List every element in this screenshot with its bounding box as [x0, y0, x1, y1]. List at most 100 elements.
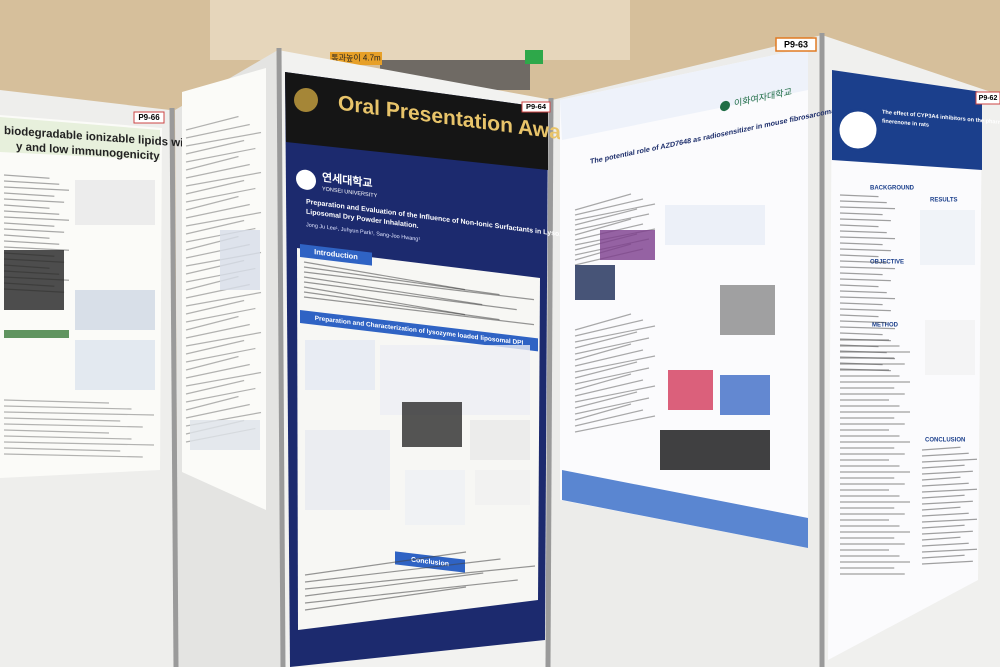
pole — [545, 97, 554, 667]
figure — [925, 320, 975, 375]
section-title: CONCLUSION — [925, 438, 965, 444]
text-line — [574, 415, 656, 433]
text-line — [921, 446, 961, 451]
text-line — [3, 405, 132, 410]
text-line — [185, 163, 250, 179]
text-line — [304, 558, 501, 583]
text-line — [185, 331, 262, 347]
text-line — [185, 195, 239, 211]
text-line — [3, 228, 65, 233]
text-line — [839, 284, 879, 288]
text-line — [921, 458, 978, 463]
text-line — [3, 216, 70, 221]
text-line — [921, 476, 961, 481]
text-line — [574, 331, 638, 349]
text-line — [3, 399, 110, 404]
text-line — [3, 411, 155, 416]
text-line — [185, 403, 250, 419]
text-line — [839, 248, 891, 252]
text-line — [921, 530, 973, 535]
text-line — [921, 518, 978, 523]
text-line — [574, 208, 638, 226]
text-line — [185, 115, 239, 131]
text-line — [921, 452, 969, 457]
text-line — [574, 361, 638, 379]
text-line — [185, 315, 239, 331]
figure — [305, 340, 375, 390]
text-line — [574, 397, 650, 415]
section-title: Conclusion — [411, 557, 449, 569]
text-line — [3, 435, 132, 440]
text-line — [3, 192, 55, 197]
text-line — [839, 332, 883, 336]
text-line — [3, 198, 65, 203]
text-line — [921, 542, 969, 547]
text-line — [921, 482, 969, 487]
text-line — [185, 171, 262, 187]
section-title: BACKGROUND — [870, 186, 915, 192]
figure — [475, 470, 530, 505]
text-line — [185, 387, 256, 403]
text-line — [839, 278, 891, 282]
figure — [575, 265, 615, 300]
poster-body — [574, 193, 775, 470]
figure — [600, 230, 655, 260]
text-line — [185, 371, 262, 387]
text-line — [921, 536, 961, 541]
text-line — [921, 494, 965, 499]
text-line — [304, 586, 467, 611]
text-line — [839, 194, 879, 198]
figure — [190, 420, 260, 450]
text-line — [3, 441, 155, 446]
text-line — [839, 236, 896, 240]
text-line — [839, 218, 891, 222]
text-line — [839, 272, 883, 276]
text-line — [303, 286, 466, 316]
board-number — [133, 111, 165, 124]
text-line — [185, 307, 256, 323]
text-line — [574, 203, 656, 221]
text-line — [303, 291, 500, 321]
text-line — [185, 211, 262, 227]
text-line — [574, 313, 632, 331]
text-line — [304, 565, 536, 590]
logo — [296, 169, 316, 190]
text-line — [3, 234, 50, 239]
text-line — [185, 395, 239, 411]
text-line — [839, 254, 879, 258]
figure — [402, 402, 462, 447]
trophy-icon — [294, 88, 318, 112]
text-line — [3, 423, 143, 428]
text-line — [3, 447, 121, 452]
text-line — [839, 266, 896, 270]
award-banner — [285, 72, 548, 170]
text-line — [185, 179, 245, 195]
text-line — [185, 355, 239, 371]
text-line — [304, 572, 484, 597]
text-line — [574, 409, 644, 427]
text-line — [921, 500, 973, 505]
pole — [169, 107, 179, 667]
figure — [470, 420, 530, 460]
text-line — [185, 299, 245, 315]
text-line — [839, 212, 883, 216]
text-line — [3, 204, 50, 209]
text-line — [574, 218, 632, 236]
figure — [220, 230, 260, 290]
figure — [668, 370, 713, 410]
height-sign-text: 통과높이 4.7m — [331, 53, 381, 63]
text-line — [921, 560, 973, 565]
text-line — [3, 210, 60, 215]
text-line — [921, 488, 978, 493]
poster-sections: BACKGROUND RESULTS OBJECTIVE METHOD CONC… — [870, 186, 965, 444]
figure — [665, 205, 765, 245]
text-line — [3, 186, 70, 191]
text-line — [3, 174, 50, 179]
wall-panel — [210, 0, 630, 60]
text-line — [574, 213, 650, 231]
pole — [276, 47, 286, 667]
poster-body — [3, 174, 155, 458]
text-line — [839, 260, 887, 264]
text-line — [303, 266, 500, 296]
poster-footer — [562, 470, 808, 548]
